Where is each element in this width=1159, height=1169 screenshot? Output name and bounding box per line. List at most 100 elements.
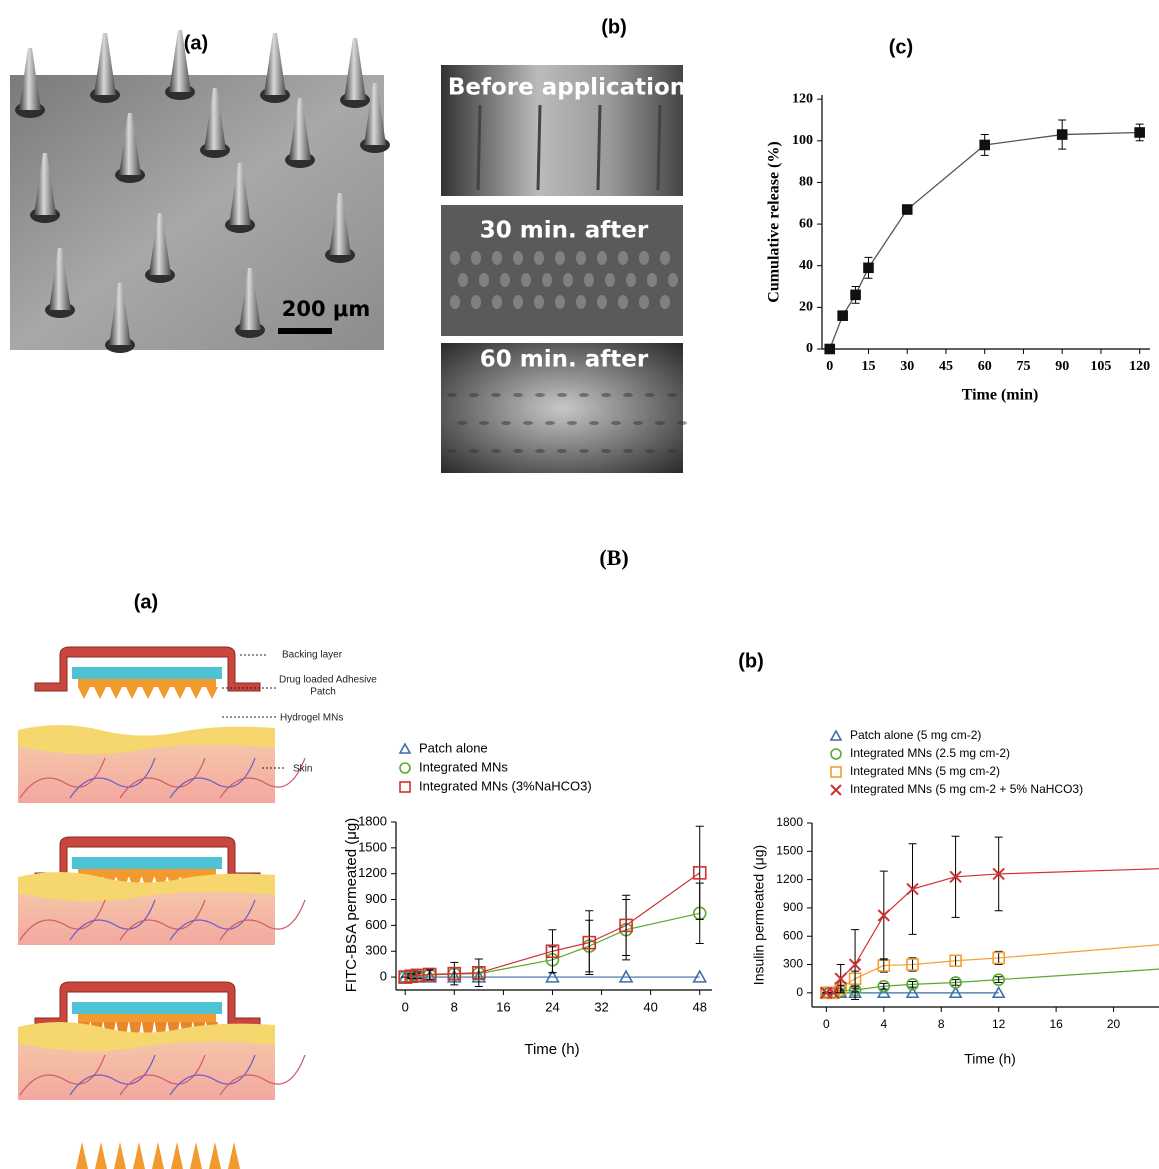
skin-mark bbox=[601, 393, 611, 397]
skin-pore bbox=[605, 273, 615, 287]
y-tick-label: 20 bbox=[799, 300, 813, 315]
skin-mark bbox=[469, 449, 479, 453]
skin-mark bbox=[457, 421, 467, 425]
marker bbox=[692, 969, 708, 983]
skin-pore bbox=[647, 273, 657, 287]
microneedle bbox=[76, 1142, 88, 1169]
marker bbox=[906, 882, 919, 896]
y-tick-label: 0 bbox=[806, 341, 813, 356]
marker bbox=[948, 985, 963, 999]
photo-caption: 60 min. after bbox=[480, 347, 649, 373]
marker bbox=[876, 985, 891, 999]
marker bbox=[827, 986, 840, 1000]
marker bbox=[949, 954, 962, 968]
marker bbox=[850, 289, 861, 301]
needle bbox=[344, 38, 366, 100]
skin-pore bbox=[555, 251, 565, 265]
legend-marker bbox=[399, 762, 411, 774]
skin-pore bbox=[618, 295, 628, 309]
skin-mark bbox=[645, 449, 655, 453]
chart: 0 20 40 60 80 100 120 0 15 30 45 60 75 90 105 120 Time (… bbox=[766, 91, 1150, 403]
skin-mark bbox=[667, 393, 677, 397]
skin-pore bbox=[492, 251, 502, 265]
skin-mark bbox=[611, 421, 621, 425]
microneedle bbox=[78, 687, 90, 699]
skin-mark bbox=[601, 449, 611, 453]
marker bbox=[992, 951, 1005, 965]
error-bar bbox=[695, 825, 704, 920]
marker bbox=[906, 958, 919, 971]
mn-base bbox=[78, 1014, 216, 1022]
marker bbox=[545, 944, 560, 959]
y-tick-label: 1800 bbox=[358, 813, 387, 828]
skin-pore bbox=[513, 295, 523, 309]
marker bbox=[618, 969, 634, 983]
skin-pore bbox=[639, 251, 649, 265]
error-bar bbox=[951, 979, 960, 986]
panel-label: (c) bbox=[889, 36, 913, 58]
marker bbox=[545, 969, 560, 983]
skin-epidermis bbox=[18, 1022, 275, 1052]
skin-mark bbox=[535, 449, 545, 453]
needle bbox=[229, 163, 251, 225]
x-tick-label: 8 bbox=[938, 1017, 945, 1031]
skin-mark bbox=[645, 393, 655, 397]
chart: 030060090012001500180004812162024Time (h… bbox=[751, 728, 1159, 1067]
adhesive-patch bbox=[72, 1002, 222, 1014]
series-line bbox=[826, 944, 1159, 994]
diagram-label: Drug loaded Adhesive bbox=[279, 675, 377, 686]
marker bbox=[877, 979, 891, 993]
skin-mark bbox=[545, 421, 555, 425]
marker bbox=[1056, 129, 1068, 140]
scale-bar-label: 200 μm bbox=[282, 297, 370, 321]
marker bbox=[991, 985, 1006, 999]
x-axis-label: Time (h) bbox=[524, 1041, 579, 1058]
needle bbox=[169, 30, 191, 92]
error-bar bbox=[994, 976, 1003, 983]
skin-mark bbox=[623, 393, 633, 397]
microneedle bbox=[133, 1142, 145, 1169]
needle bbox=[94, 33, 116, 95]
y-tick-label: 60 bbox=[799, 216, 813, 231]
diagram-callouts bbox=[222, 654, 284, 769]
x-tick-label: 4 bbox=[880, 1017, 887, 1031]
legend-label: Patch alone (5 mg cm-2) bbox=[850, 728, 981, 742]
skin-mark bbox=[491, 449, 501, 453]
x-tick-label: 8 bbox=[451, 999, 458, 1014]
needle-shadow bbox=[596, 104, 602, 191]
vessel bbox=[119, 899, 206, 941]
marker bbox=[992, 867, 1005, 881]
x-tick-label: 0 bbox=[826, 359, 833, 374]
skin-pore bbox=[597, 251, 607, 265]
marker bbox=[949, 870, 962, 883]
needle-shadow bbox=[536, 104, 542, 191]
x-tick-label: 32 bbox=[594, 999, 608, 1014]
y-tick-label: 80 bbox=[799, 175, 813, 190]
needle bbox=[204, 88, 226, 150]
skin-mark bbox=[623, 449, 633, 453]
vessel bbox=[119, 1054, 206, 1096]
y-tick-label: 600 bbox=[783, 928, 803, 942]
x-tick-label: 12 bbox=[992, 1017, 1006, 1031]
skin-pore bbox=[534, 251, 544, 265]
marker bbox=[692, 866, 707, 880]
skin-mark bbox=[633, 421, 643, 425]
photo bbox=[441, 65, 683, 196]
skin-pore bbox=[471, 295, 481, 309]
x-tick-label: 0 bbox=[823, 1017, 830, 1031]
skin-mark bbox=[579, 393, 589, 397]
skin-pore bbox=[576, 251, 586, 265]
error-bar bbox=[548, 929, 557, 974]
x-tick-label: 16 bbox=[1049, 1017, 1063, 1031]
skin-pore bbox=[584, 273, 594, 287]
diagram-label: Skin bbox=[293, 764, 312, 775]
needle bbox=[329, 193, 351, 255]
microneedle bbox=[171, 1142, 183, 1169]
legend-label: Integrated MNs (5 mg cm-2) bbox=[850, 764, 1000, 778]
vessel bbox=[169, 899, 256, 941]
error-bar bbox=[585, 910, 594, 975]
panel-label: (b) bbox=[601, 16, 627, 38]
error-bar bbox=[879, 982, 888, 990]
marker bbox=[422, 969, 438, 983]
sem-photo bbox=[10, 30, 390, 353]
